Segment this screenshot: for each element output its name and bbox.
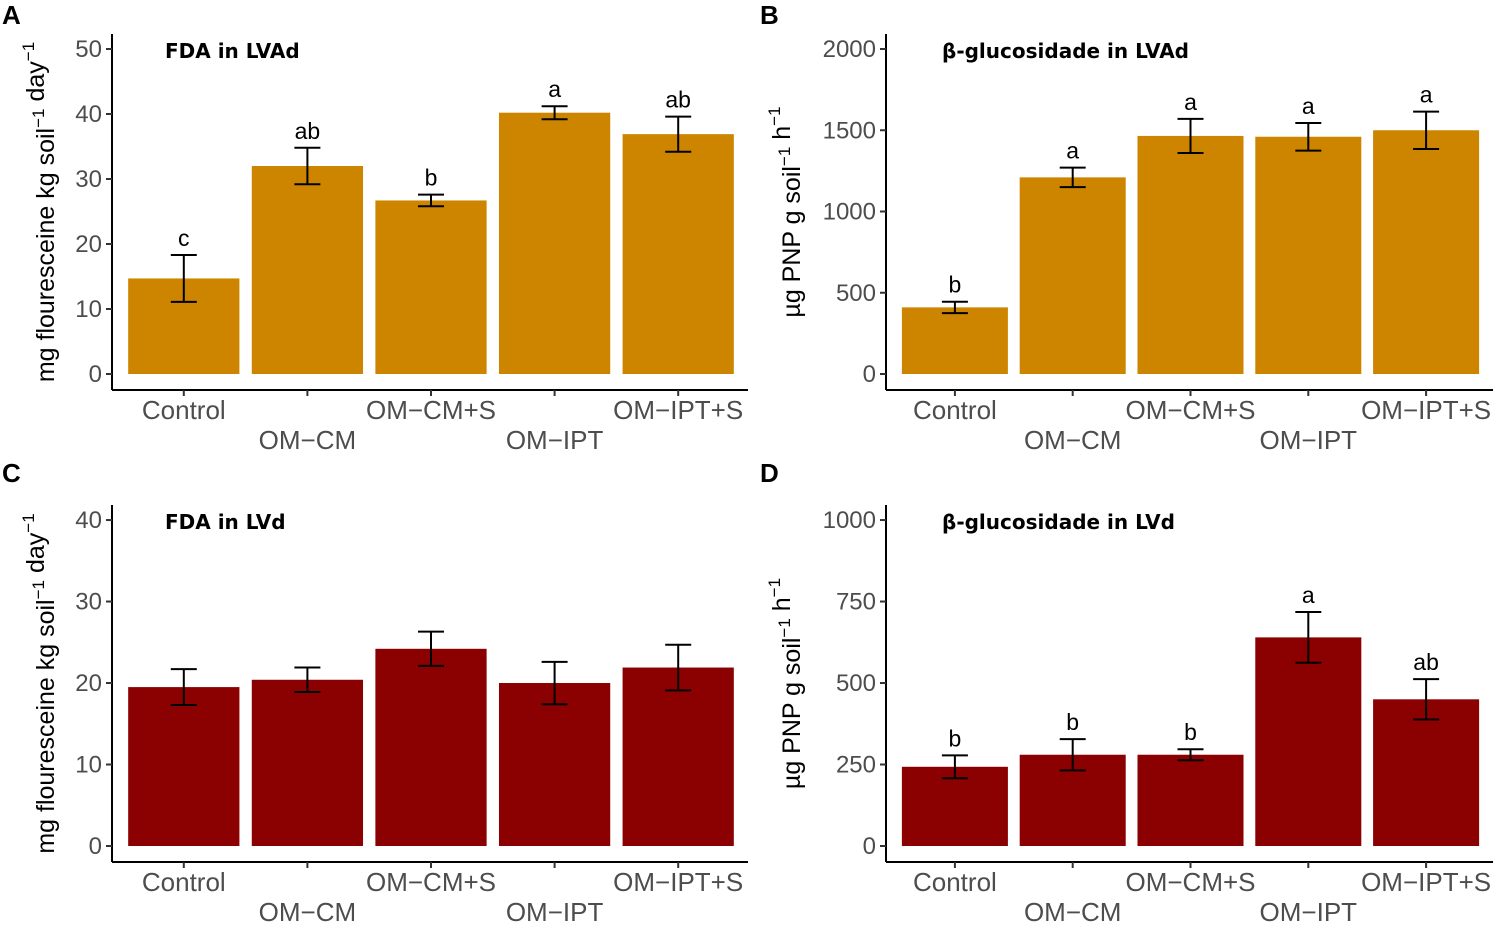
bar-4 (1255, 637, 1362, 846)
y-tick-label: 10 (75, 752, 102, 779)
significance-label: a (1066, 138, 1079, 164)
y-tick-label: 40 (75, 507, 102, 534)
significance-label: ab (665, 87, 691, 113)
chart-panel-c: C FDA in LVd 0 10 20 30 40 Control OM−CM OM−CM+S O… (2, 458, 748, 925)
y-tick-label: 1500 (823, 117, 876, 144)
y-tick-label: 500 (836, 670, 876, 697)
bar-5 (1373, 699, 1480, 846)
x-tick-label: OM−IPT (1260, 425, 1358, 455)
chart-panel-d: Dβ-glucosidade in LVd 0 250 500 750 1000 b Cont… (760, 458, 1493, 925)
y-axis-label: mg flouresceine kg soil−1 day−1 (19, 513, 60, 853)
x-tick-label: OM−IPT+S (1361, 867, 1491, 897)
chart-panel-b: Bβ-glucosidade in LVAd 0 500 1000 1500 2000 b C… (760, 0, 1493, 455)
x-tick-label: OM−IPT (1260, 897, 1358, 925)
x-tick-label: OM−CM (259, 897, 357, 925)
x-tick-label: OM−CM (1024, 425, 1122, 455)
bar-4 (498, 112, 611, 374)
x-tick-label: Control (913, 867, 997, 897)
significance-label: a (1302, 93, 1315, 119)
chart-title: β-glucosidade in LVd (942, 510, 1175, 534)
bar-2 (251, 166, 364, 374)
y-axis-label: mg flouresceine kg soil−1 day−1 (19, 42, 60, 382)
bar-2 (251, 679, 364, 846)
x-tick-label: OM−IPT (506, 897, 604, 925)
x-tick-label: Control (142, 867, 226, 897)
x-tick-label: OM−CM (1024, 897, 1122, 925)
bar-1 (901, 307, 1008, 374)
significance-label: a (1184, 89, 1197, 115)
y-axis-label: µg PNP g soil−1 h−1 (765, 578, 806, 789)
bar-4 (498, 683, 611, 846)
y-tick-label: 40 (75, 101, 102, 128)
y-tick-label: 750 (836, 589, 876, 616)
x-tick-label: OM−IPT+S (613, 395, 743, 425)
chart-title: FDA in LVAd (165, 39, 300, 63)
significance-label: a (548, 76, 561, 102)
x-tick-label: Control (142, 395, 226, 425)
significance-label: b (949, 725, 962, 751)
chart-title: FDA in LVd (165, 510, 286, 534)
y-tick-label: 50 (75, 36, 102, 63)
bar-3 (375, 648, 487, 846)
significance-label: b (1066, 709, 1079, 735)
significance-label: b (949, 272, 962, 298)
significance-label: ab (1413, 649, 1439, 675)
bar-3 (375, 200, 487, 374)
y-tick-label: 1000 (823, 199, 876, 226)
significance-label: ab (295, 118, 321, 144)
y-tick-label: 0 (863, 833, 876, 860)
y-tick-label: 20 (75, 231, 102, 258)
bar-3 (1137, 754, 1244, 846)
panel-letter: A (2, 0, 21, 30)
y-tick-label: 250 (836, 752, 876, 779)
y-tick-label: 0 (89, 833, 102, 860)
chart-panel-a: A FDA in LVAd 0 10 20 30 40 50 c Control ab OM−CM b O… (2, 0, 748, 455)
x-tick-label: OM−IPT+S (613, 867, 743, 897)
x-tick-label: Control (913, 395, 997, 425)
bar-2 (1019, 177, 1126, 374)
y-tick-label: 30 (75, 166, 102, 193)
significance-label: b (425, 165, 438, 191)
y-tick-label: 0 (863, 361, 876, 388)
significance-label: a (1420, 82, 1433, 108)
bar-1 (901, 766, 1008, 846)
x-tick-label: OM−CM+S (1125, 395, 1255, 425)
y-tick-label: 2000 (823, 36, 876, 63)
y-tick-label: 10 (75, 296, 102, 323)
x-tick-label: OM−IPT+S (1361, 395, 1491, 425)
panel-letter: C (2, 458, 21, 488)
bar-5 (1373, 130, 1480, 374)
x-tick-label: OM−CM+S (1125, 867, 1255, 897)
bar-5 (622, 134, 734, 374)
bar-5 (622, 667, 734, 846)
significance-label: a (1302, 582, 1315, 608)
x-tick-label: OM−CM (259, 425, 357, 455)
chart-title: β-glucosidade in LVAd (942, 39, 1189, 63)
y-tick-label: 20 (75, 670, 102, 697)
panel-letter: B (760, 0, 779, 30)
x-tick-label: OM−IPT (506, 425, 604, 455)
y-tick-label: 1000 (823, 507, 876, 534)
significance-label: c (178, 225, 190, 251)
panel-letter: D (760, 458, 779, 488)
significance-label: b (1184, 719, 1197, 745)
x-tick-label: OM−CM+S (366, 867, 496, 897)
y-tick-label: 0 (89, 361, 102, 388)
x-tick-label: OM−CM+S (366, 395, 496, 425)
bar-4 (1255, 136, 1362, 374)
bar-3 (1137, 135, 1244, 374)
y-axis-label: µg PNP g soil−1 h−1 (765, 106, 806, 317)
bar-1 (128, 687, 240, 846)
y-tick-label: 500 (836, 280, 876, 307)
y-tick-label: 30 (75, 589, 102, 616)
